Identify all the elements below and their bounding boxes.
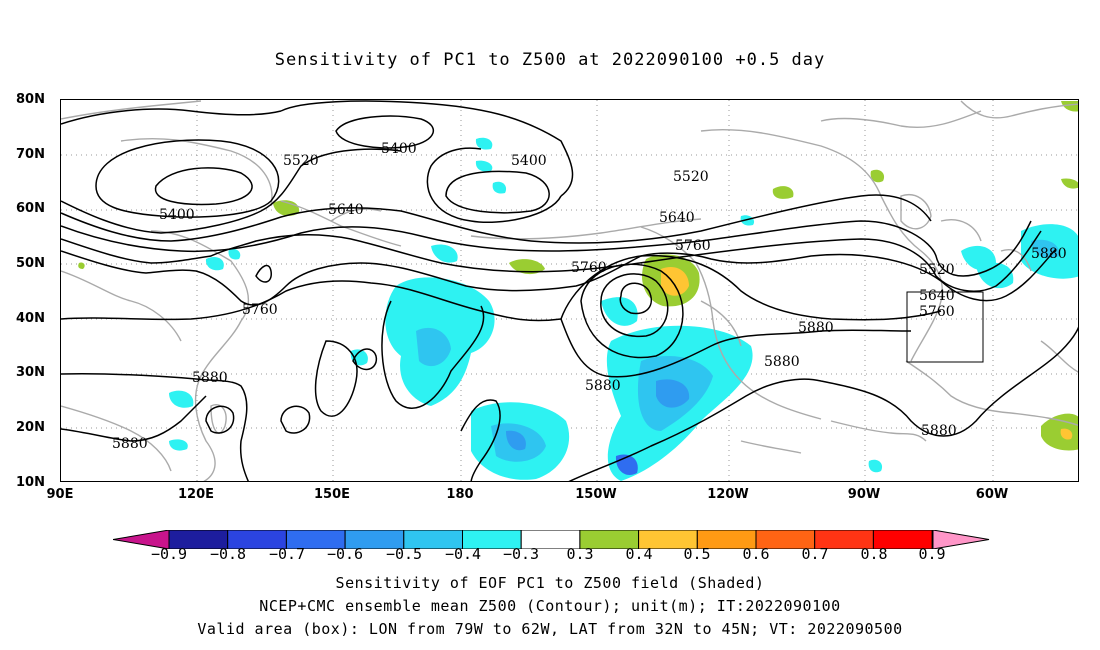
colorbar-cell [872,530,933,549]
contour-label: 5640 [659,210,695,226]
contour-label: 5880 [921,423,957,439]
contour-label: 5760 [675,238,711,254]
x-label-150w: 150W [575,487,617,502]
x-label-60w: 60W [975,487,1009,502]
colorbar-label: −0.5 [385,545,423,563]
z500-contours [61,100,1078,481]
x-label-90e: 90E [46,487,74,502]
contour-labels: 5400 5400 5400 5520 5520 5520 5640 5640 … [112,141,1067,452]
contour-label: 5520 [919,262,955,278]
contour-label: 5400 [381,141,417,157]
y-label-30n: 30N [16,365,45,380]
y-label-40n: 40N [16,311,45,326]
colorbar [113,530,990,549]
valid-area-box [906,291,984,363]
contour-label: 5520 [673,169,709,185]
contour-label: 5880 [1031,246,1067,262]
contour-label: 5400 [159,207,195,223]
contour-label: 5520 [283,153,319,169]
contour-label: 5880 [764,354,800,370]
caption-line-2: NCEP+CMC ensemble mean Z500 (Contour); u… [259,597,841,615]
x-label-90w: 90W [847,487,881,502]
colorbar-label: 0.4 [625,545,653,563]
contour-label: 5760 [571,260,607,276]
colorbar-label: 0.7 [801,545,829,563]
colorbar-cells [168,530,933,549]
x-label-120e: 120E [177,487,215,502]
caption-line-1: Sensitivity of EOF PC1 to Z500 field (Sh… [335,574,765,592]
contour-label: 5640 [328,202,364,218]
contour-label: 5880 [798,320,834,336]
contour-label: 5880 [192,370,228,386]
colorbar-label: −0.4 [444,545,482,563]
colorbar-high-triangle [932,530,990,549]
map-canvas: 5400 5400 5400 5520 5520 5520 5640 5640 … [61,100,1078,481]
colorbar-label: 0.3 [566,545,594,563]
colorbar-label: 0.9 [918,545,946,563]
x-label-120w: 120W [707,487,749,502]
map-title: Sensitivity of PC1 to Z500 at 2022090100… [274,50,826,70]
colorbar-label: 0.5 [683,545,711,563]
colorbar-label: −0.6 [326,545,364,563]
y-label-20n: 20N [16,420,45,435]
contour-label: 5880 [112,436,148,452]
contour-label: 5640 [919,288,955,304]
colorbar-label: −0.9 [150,545,188,563]
y-label-70n: 70N [16,147,45,162]
colorbar-label: −0.8 [209,545,247,563]
y-label-50n: 50N [16,256,45,271]
y-label-80n: 80N [16,92,45,107]
contour-label: 5400 [511,153,547,169]
caption-line-3: Valid area (box): LON from 79W to 62W, L… [197,620,903,638]
negative-sensitivity-shading [169,137,1078,481]
colorbar-label: 0.8 [860,545,888,563]
contour-label: 5760 [919,304,955,320]
y-label-60n: 60N [16,201,45,216]
contour-label: 5880 [585,378,621,394]
map-panel: 5400 5400 5400 5520 5520 5520 5640 5640 … [60,99,1079,482]
contour-label: 5760 [242,302,278,318]
colorbar-label: 0.6 [742,545,770,563]
colorbar-label: −0.7 [268,545,306,563]
x-label-180: 180 [446,487,474,502]
x-label-150e: 150E [313,487,351,502]
y-label-10n: 10N [16,475,45,490]
colorbar-label: −0.3 [502,545,540,563]
